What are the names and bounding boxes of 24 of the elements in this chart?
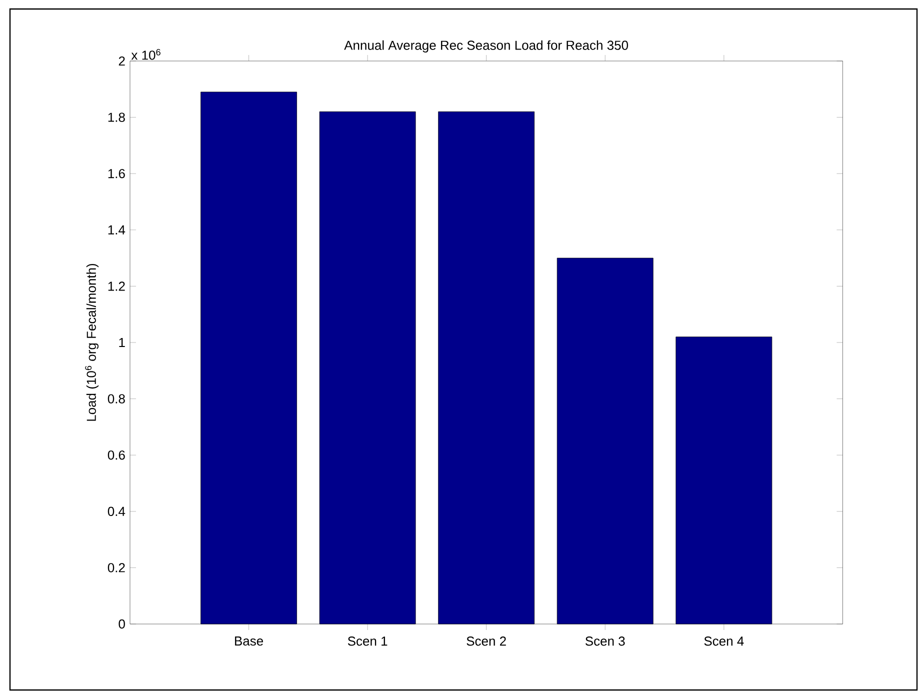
x-tick-label: Scen 2	[466, 636, 506, 646]
y-tick-label: 1.2	[108, 282, 125, 291]
bar	[676, 336, 772, 624]
y-tick-label: 0	[118, 619, 125, 629]
bar	[200, 92, 297, 624]
bar	[556, 258, 654, 624]
y-tick-label: 1.4	[108, 225, 126, 234]
y-tick-label: 1	[119, 338, 125, 347]
x-tick-label: Base	[235, 636, 264, 646]
y-axis-title: Load (10$^{6}$ org Fecal/month)	[85, 264, 99, 421]
chart-title: Annual Average Rec Season Load for Reach 350	[344, 40, 628, 52]
y-tick-label: 2	[118, 56, 125, 66]
y-tick-label: 0.2	[108, 563, 125, 572]
bar	[319, 111, 416, 624]
y-tick-label: 0.4	[108, 506, 126, 516]
x-tick-label: Scen 4	[704, 636, 744, 646]
x-tick-label: Scen 3	[585, 636, 625, 646]
bar	[438, 111, 535, 624]
y-tick-label: 1.8	[108, 112, 125, 122]
y-tick-label: 0.8	[108, 394, 125, 404]
y-tick-label: 0.6	[108, 450, 125, 460]
y-tick-label: 1.6	[108, 168, 125, 178]
x-tick-label: Scen 1	[348, 636, 388, 646]
text: x 10$^{6}$	[131, 48, 160, 60]
